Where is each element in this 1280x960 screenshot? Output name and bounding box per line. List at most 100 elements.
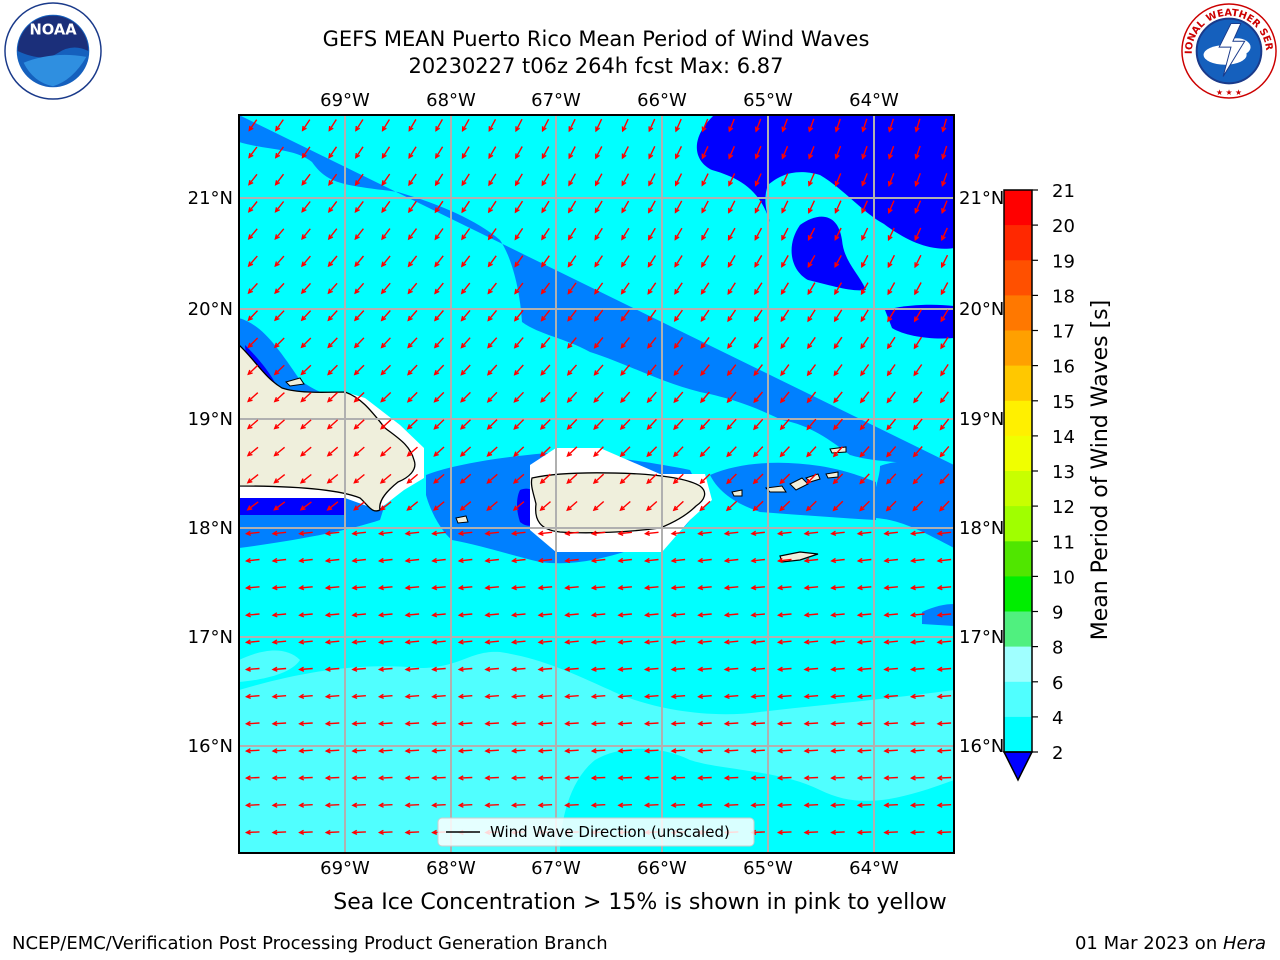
wave-direction-arrow [432, 776, 446, 779]
wave-direction-arrowhead [324, 748, 331, 754]
wave-direction-arrowhead [643, 585, 650, 591]
wave-direction-arrow [326, 695, 340, 698]
wave-direction-arrow [488, 146, 497, 159]
wave-direction-arrowhead [381, 126, 387, 132]
wave-direction-arrowhead [617, 693, 624, 700]
wave-direction-arrow [911, 558, 925, 562]
wave-direction-arrow [434, 200, 444, 213]
wave-direction-arrow [939, 473, 950, 484]
wave-direction-arrow [301, 364, 312, 375]
wave-direction-arrowhead [701, 180, 707, 187]
wave-direction-arrowhead [247, 342, 253, 349]
wave-direction-arrowhead [673, 424, 679, 431]
wave-direction-arrowhead [484, 748, 491, 754]
wave-direction-arrowhead [377, 639, 384, 645]
wave-direction-arrowhead [594, 207, 600, 214]
colorbar-segment [1004, 716, 1032, 753]
wave-direction-arrow [379, 558, 393, 562]
wave-direction-arrow [886, 446, 897, 457]
wave-direction-arrowhead [566, 478, 572, 485]
wave-direction-arrow [485, 749, 499, 752]
wave-direction-arrow [911, 695, 925, 698]
wave-direction-arrowhead [541, 261, 547, 268]
wave-direction-arrowhead [697, 585, 704, 591]
wave-direction-arrowhead [488, 126, 494, 133]
wave-direction-arrowhead [566, 451, 573, 457]
wave-direction-arrow [592, 776, 606, 779]
wave-direction-arrow [274, 310, 285, 321]
wave-direction-arrowhead [457, 693, 464, 700]
wave-direction-arrowhead [300, 315, 307, 322]
wave-direction-arrowhead [670, 639, 677, 645]
wave-direction-arrowhead [807, 235, 813, 241]
wave-direction-arrowhead [354, 288, 360, 295]
wave-direction-arrowhead [776, 802, 783, 808]
wave-direction-arrowhead [515, 153, 520, 160]
wave-direction-arrow [300, 446, 312, 457]
wave-direction-arrow [862, 118, 868, 132]
wave-direction-arrowhead [567, 261, 573, 268]
wave-direction-arrow [434, 419, 445, 430]
wave-direction-arrowhead [407, 234, 414, 241]
wave-direction-arrowhead [620, 343, 626, 349]
wave-direction-arrowhead [779, 478, 785, 485]
wave-direction-arrowhead [512, 478, 519, 484]
wave-direction-arrowhead [380, 424, 386, 430]
wave-direction-arrow [831, 722, 845, 725]
wave-direction-arrowhead [377, 748, 384, 754]
wave-direction-arrowhead [539, 478, 546, 485]
wave-direction-arrowhead [754, 153, 760, 160]
wave-direction-arrow [938, 804, 952, 806]
wave-direction-arrowhead [886, 397, 892, 404]
wave-direction-arrowhead [564, 802, 571, 808]
wave-direction-arrowhead [803, 557, 810, 564]
wave-direction-arrow [751, 667, 765, 671]
wave-direction-arrow [381, 310, 391, 321]
wave-direction-arrowhead [936, 585, 943, 591]
wave-direction-arrow [487, 419, 498, 430]
wave-direction-arrowhead [883, 666, 890, 672]
wave-direction-arrow [515, 118, 523, 132]
wave-direction-arrow [592, 695, 606, 698]
wave-direction-arrowhead [833, 316, 839, 323]
wave-direction-arrow [461, 282, 471, 294]
wave-direction-arrowhead [697, 748, 704, 754]
wave-direction-arrowhead [593, 397, 599, 403]
wave-direction-arrow [514, 255, 524, 267]
wave-direction-arrow [353, 501, 365, 511]
wave-direction-arrow [913, 473, 923, 484]
colorbar [1002, 189, 1034, 782]
wave-direction-arrowhead [460, 370, 466, 376]
wave-direction-arrowhead [537, 775, 544, 781]
wave-direction-arrow [831, 695, 845, 698]
wave-direction-arrowhead [723, 666, 730, 672]
wave-direction-arrowhead [700, 262, 706, 268]
wave-direction-arrowhead [723, 639, 730, 645]
wave-direction-arrowhead [298, 666, 305, 672]
wave-direction-arrowhead [883, 585, 890, 591]
wave-direction-arrow [728, 145, 736, 159]
wave-direction-arrowhead [300, 424, 306, 430]
wave-direction-arrow [751, 776, 765, 779]
wave-direction-arrowhead [621, 234, 627, 241]
wave-direction-arrow [806, 446, 817, 457]
wave-direction-arrow [646, 446, 658, 457]
wave-direction-arrow [780, 418, 790, 430]
wave-direction-arrowhead [805, 505, 812, 512]
wave-direction-arrowhead [326, 451, 333, 457]
wave-direction-arrowhead [806, 397, 812, 404]
wave-direction-arrow [914, 227, 922, 240]
wave-direction-arrow [647, 364, 657, 376]
wave-direction-arrowhead [830, 612, 837, 618]
wave-direction-arrowhead [247, 315, 253, 322]
wave-direction-arrowhead [750, 585, 757, 591]
wave-direction-arrow [461, 255, 471, 267]
wave-direction-arrow [301, 201, 311, 213]
wave-direction-arrowhead [883, 530, 890, 536]
wave-direction-arrowhead [510, 748, 517, 754]
wave-direction-arrow [302, 119, 311, 131]
wave-direction-arrow [433, 501, 445, 511]
wave-direction-arrow [698, 640, 712, 644]
wave-direction-arrowhead [298, 693, 305, 700]
wave-direction-arrowhead [275, 125, 281, 132]
